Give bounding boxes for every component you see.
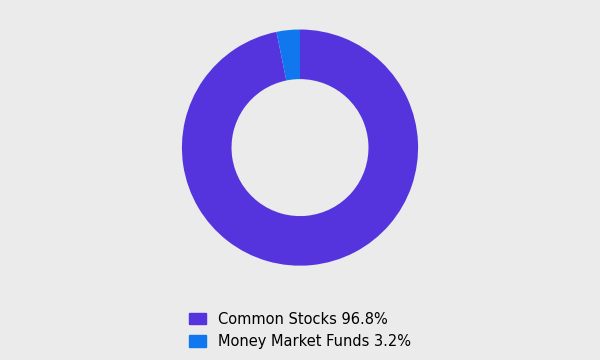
Wedge shape xyxy=(182,30,418,266)
Legend: Common Stocks 96.8%, Money Market Funds 3.2%: Common Stocks 96.8%, Money Market Funds … xyxy=(189,312,411,349)
Wedge shape xyxy=(277,30,300,81)
